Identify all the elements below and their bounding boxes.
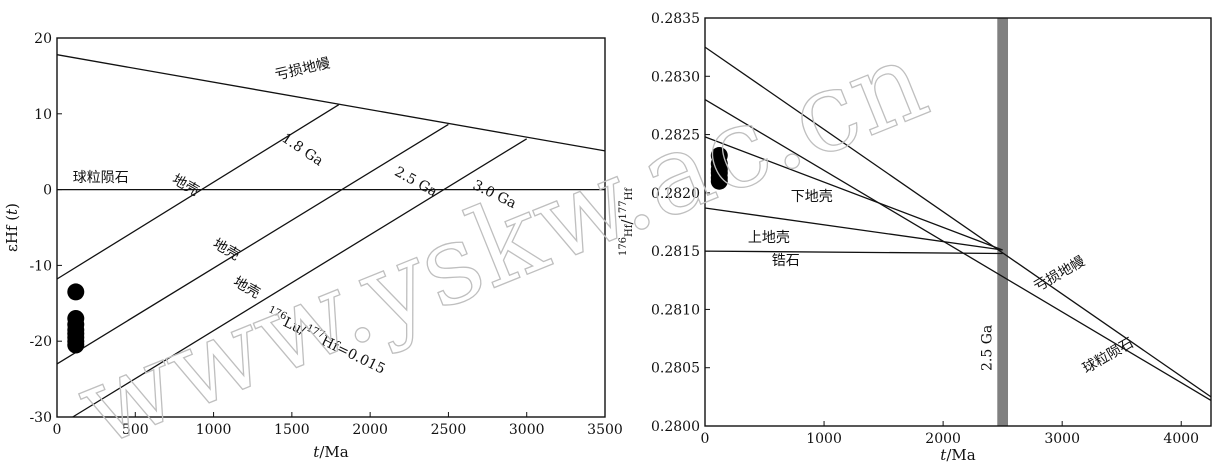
y-tick-label: 0	[43, 183, 52, 199]
chart-right: 2.5 Ga 0 1000 2000 3000 4000 0.2800 0.2805 0.281…	[618, 11, 1212, 463]
y-tick-label: 0.2810	[651, 302, 700, 318]
data-point	[710, 172, 728, 190]
annotation: 下地壳	[791, 188, 833, 205]
ticks: 0 1000 2000 3000 4000 0.2800 0.2805 0.2810 0.281…	[651, 11, 1199, 447]
y-tick-label: 0.2815	[651, 244, 700, 260]
x-tick-label: 4000	[1163, 431, 1199, 447]
x-tick-label: 2000	[925, 431, 961, 447]
y-tick-label: -10	[29, 258, 52, 274]
annotation: 亏损地幔	[1031, 254, 1087, 296]
series-line-3	[56, 123, 449, 365]
x-tick-label: 3500	[587, 422, 623, 438]
annotation: 球粒陨石	[73, 170, 129, 186]
y-tick-label: -30	[29, 410, 52, 426]
plot-frame	[56, 37, 606, 418]
data-point	[67, 336, 85, 354]
data-point	[67, 283, 85, 301]
annotation: 锆石	[772, 253, 800, 269]
series-line-2	[704, 136, 1003, 251]
x-axis-label: t/Ma	[940, 446, 975, 463]
annotation: 上地壳	[748, 229, 790, 246]
y-tick-label: 0.2825	[651, 128, 700, 144]
x-tick-label: 500	[122, 422, 149, 438]
series-line-0	[704, 46, 1212, 398]
y-tick-label: 0.2820	[651, 186, 700, 202]
watermark: www.yskw.ac.cn	[60, 16, 943, 463]
series-line-4	[704, 250, 1003, 255]
x-tick-label: 1000	[806, 431, 842, 447]
y-tick-label: 0.2835	[651, 11, 700, 27]
y-tick-label: 0.2800	[651, 419, 700, 435]
y-tick-label: -20	[29, 334, 52, 350]
x-tick-label: 3000	[1044, 431, 1080, 447]
y-tick-label: 10	[34, 107, 52, 123]
annotation: 1.8 Ga	[279, 130, 326, 169]
x-tick-label: 0	[53, 422, 62, 438]
x-tick-label: 0	[701, 431, 710, 447]
x-tick-label: 1000	[196, 422, 232, 438]
plot-frame	[704, 17, 1212, 427]
annotation: 亏损地幔	[274, 55, 332, 83]
x-axis-label: t/Ma	[313, 443, 348, 461]
ticks: 0 500 1000 1500 2000 2500 3000 3500 -30 -20 -10 0 10…	[29, 31, 622, 438]
age-band-label: 2.5 Ga	[979, 325, 995, 371]
series-line-3	[704, 207, 1003, 251]
series-line-1	[704, 99, 1212, 401]
annotation: 球粒陨石	[1080, 335, 1136, 377]
y-axis-label: 176Hf/177Hf	[618, 187, 636, 256]
annotation: 2.5 Ga	[392, 164, 440, 200]
x-tick-label: 1500	[274, 422, 310, 438]
series-line-2	[56, 104, 340, 280]
y-tick-label: 0.2805	[651, 361, 700, 377]
annotation: 地壳	[169, 171, 202, 200]
y-tick-label: 0.2830	[651, 69, 700, 85]
age-band	[997, 18, 1009, 426]
x-tick-label: 2000	[352, 422, 388, 438]
series-line-0	[56, 54, 606, 152]
y-tick-label: 20	[34, 31, 52, 47]
x-tick-label: 2500	[431, 422, 467, 438]
y-axis-label: εHf (t)	[3, 203, 21, 252]
series-line-4	[72, 138, 528, 418]
x-tick-label: 3000	[509, 422, 545, 438]
